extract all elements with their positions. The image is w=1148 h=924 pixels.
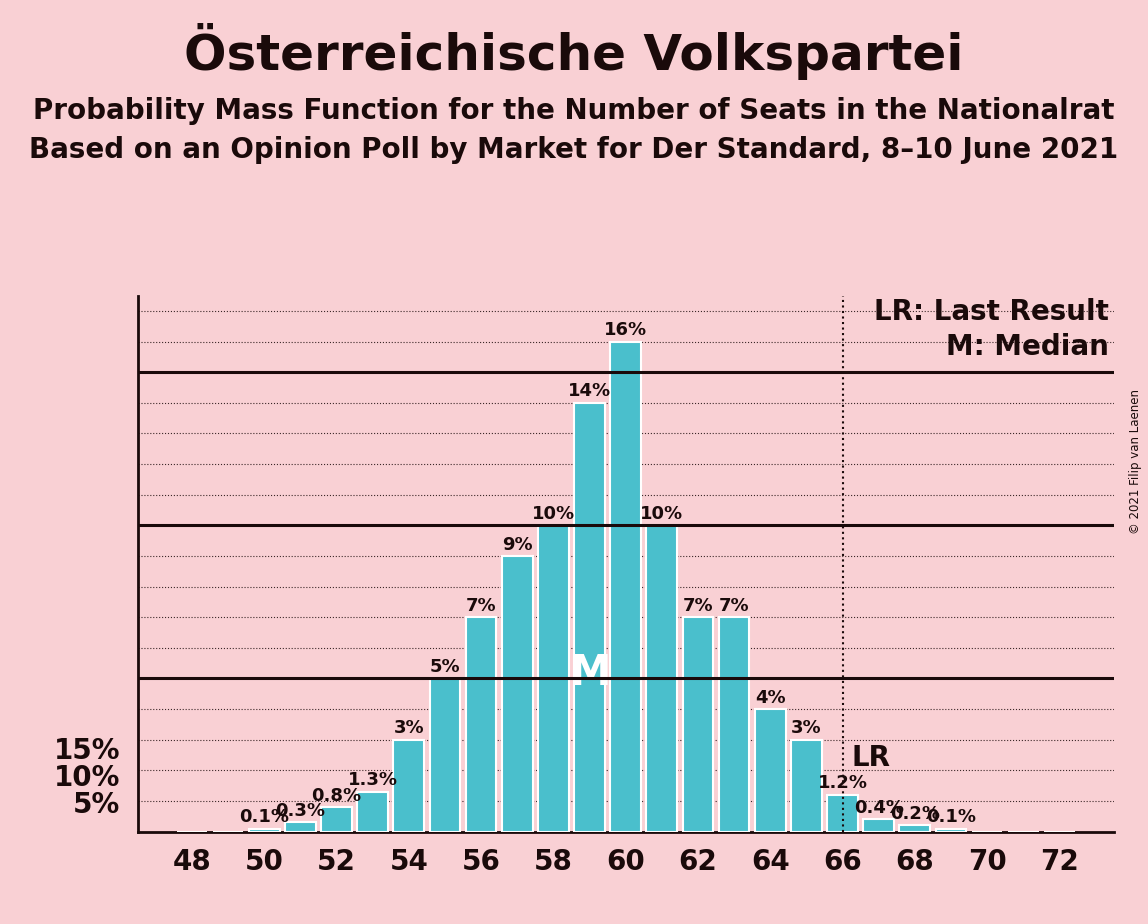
Text: 9%: 9%	[502, 536, 533, 553]
Bar	[502, 556, 533, 832]
Text: 0.2%: 0.2%	[890, 805, 940, 823]
Text: Based on an Opinion Poll by Market for Der Standard, 8–10 June 2021: Based on an Opinion Poll by Market for D…	[30, 136, 1118, 164]
Bar	[899, 825, 930, 832]
Text: 1.2%: 1.2%	[817, 774, 868, 793]
Text: LR: LR	[852, 744, 891, 772]
Text: 0.1%: 0.1%	[926, 808, 976, 826]
Text: 14%: 14%	[568, 383, 611, 400]
Bar	[646, 526, 677, 832]
Text: Österreichische Volkspartei: Österreichische Volkspartei	[184, 23, 964, 80]
Text: 10%: 10%	[641, 505, 683, 523]
Bar	[357, 792, 388, 832]
Text: Probability Mass Function for the Number of Seats in the Nationalrat: Probability Mass Function for the Number…	[33, 97, 1115, 125]
Bar	[429, 678, 460, 832]
Text: 1.3%: 1.3%	[348, 772, 397, 789]
Text: 5%: 5%	[73, 791, 121, 819]
Bar	[249, 829, 280, 832]
Text: 10%: 10%	[54, 764, 121, 792]
Text: © 2021 Filip van Laenen: © 2021 Filip van Laenen	[1130, 390, 1142, 534]
Bar	[538, 526, 568, 832]
Text: 15%: 15%	[54, 737, 121, 765]
Text: 7%: 7%	[683, 597, 713, 614]
Text: 3%: 3%	[394, 719, 424, 737]
Text: 5%: 5%	[429, 658, 460, 676]
Bar	[828, 795, 858, 832]
Text: 4%: 4%	[755, 688, 785, 707]
Bar	[321, 807, 352, 832]
Bar	[394, 740, 424, 832]
Bar	[863, 820, 894, 832]
Text: 0.3%: 0.3%	[276, 802, 325, 820]
Bar	[755, 709, 785, 832]
Text: 3%: 3%	[791, 719, 822, 737]
Bar	[683, 617, 713, 832]
Text: 16%: 16%	[604, 322, 647, 339]
Bar	[574, 403, 605, 832]
Text: 10%: 10%	[532, 505, 575, 523]
Bar	[285, 822, 316, 832]
Text: 0.8%: 0.8%	[311, 786, 362, 805]
Text: 7%: 7%	[466, 597, 496, 614]
Text: 0.1%: 0.1%	[239, 808, 289, 826]
Bar	[611, 342, 641, 832]
Bar	[936, 829, 967, 832]
Bar	[791, 740, 822, 832]
Text: 0.4%: 0.4%	[854, 799, 903, 817]
Text: LR: Last Result: LR: Last Result	[874, 298, 1109, 326]
Text: M: Median: M: Median	[946, 334, 1109, 361]
Bar	[466, 617, 496, 832]
Bar	[719, 617, 750, 832]
Text: 7%: 7%	[719, 597, 750, 614]
Text: M: M	[568, 652, 611, 694]
